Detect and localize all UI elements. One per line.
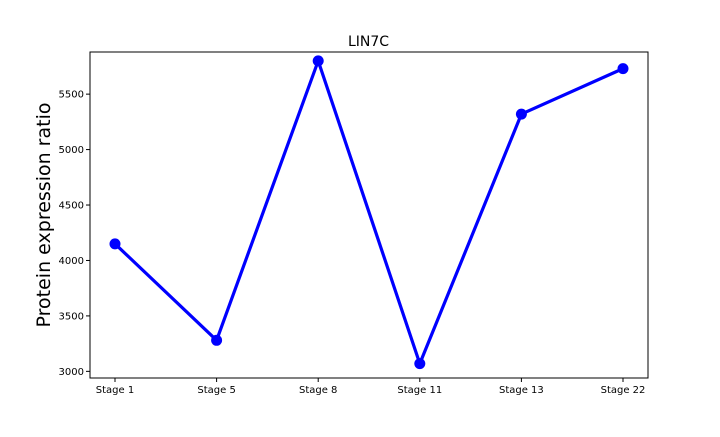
x-tick-label: Stage 8 [299, 385, 337, 396]
data-point [515, 108, 527, 120]
y-axis-label: Protein expression ratio [33, 103, 55, 328]
y-tick-label: 5000 [59, 145, 84, 156]
x-tick-label: Stage 13 [499, 385, 544, 396]
data-point [211, 334, 223, 346]
data-point [617, 63, 629, 75]
series-line [113, 59, 624, 366]
data-point [414, 358, 426, 370]
chart-title: LIN7C [348, 34, 389, 50]
y-tick-label: 3500 [59, 311, 84, 322]
x-tick-label: Stage 11 [397, 385, 442, 396]
x-tick-label: Stage 5 [197, 385, 235, 396]
data-point [109, 238, 121, 250]
y-tick-label: 5500 [59, 90, 84, 101]
plot-frame [89, 51, 649, 379]
x-tick-label: Stage 1 [96, 385, 134, 396]
x-tick-label: Stage 22 [601, 385, 646, 396]
y-tick-label: 4500 [59, 201, 84, 212]
y-tick-label: 3000 [59, 367, 84, 378]
data-point [312, 55, 324, 67]
y-tick-label: 4000 [59, 256, 84, 267]
